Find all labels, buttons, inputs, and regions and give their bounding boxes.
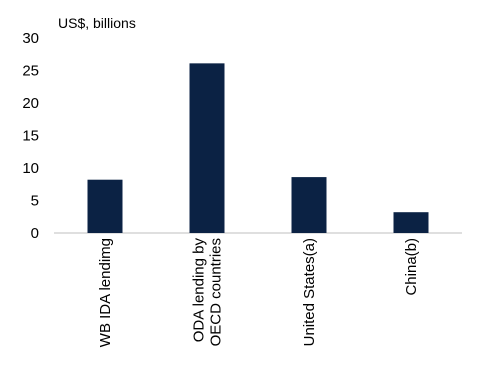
bar [393, 212, 429, 233]
bar [87, 179, 123, 233]
category-label: OECD countries [208, 238, 225, 346]
y-tick-label: 10 [22, 160, 39, 177]
y-tick-label: 30 [22, 30, 39, 47]
category-label: United States(a) [301, 238, 318, 346]
y-tick-label: 20 [22, 95, 39, 112]
unit-label: US$, billions [58, 15, 136, 31]
y-tick-label: 5 [31, 193, 39, 210]
bar [189, 63, 225, 233]
category-label: China(b) [403, 238, 420, 296]
bar [291, 177, 327, 233]
category-label: WB IDA lendimg [97, 238, 114, 347]
y-tick-label: 25 [22, 63, 39, 80]
y-tick-label: 15 [22, 128, 39, 145]
y-tick-label: 0 [31, 225, 39, 242]
category-label: ODA lending by [191, 238, 208, 343]
